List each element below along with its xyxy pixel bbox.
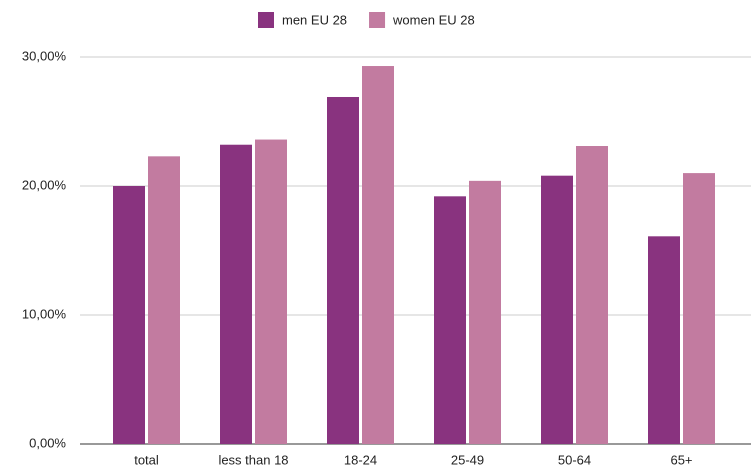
x-tick-label: total (134, 452, 159, 467)
bar (327, 96, 359, 445)
bar (576, 146, 608, 444)
bar (255, 139, 287, 444)
bar (434, 196, 466, 444)
bar (362, 66, 394, 444)
bar (683, 173, 715, 444)
bar (148, 156, 180, 444)
y-tick-label: 20,00% (22, 177, 67, 192)
legend-swatch (369, 12, 386, 28)
x-tick-label: 50-64 (558, 452, 591, 467)
legend-label: men EU 28 (282, 12, 347, 27)
bar (113, 186, 145, 444)
x-tick-label: less than 18 (218, 452, 288, 467)
y-tick-label: 10,00% (22, 306, 67, 321)
bar (220, 144, 252, 444)
legend-swatch (258, 12, 274, 28)
y-tick-label: 30,00% (22, 48, 67, 63)
bar (648, 236, 680, 444)
legend-label: women EU 28 (392, 12, 475, 27)
bar (469, 180, 501, 444)
bar (541, 175, 573, 444)
x-tick-label: 65+ (670, 452, 692, 467)
y-tick-label: 0,00% (29, 435, 66, 450)
x-tick-label: 18-24 (344, 452, 377, 467)
x-tick-label: 25-49 (451, 452, 484, 467)
